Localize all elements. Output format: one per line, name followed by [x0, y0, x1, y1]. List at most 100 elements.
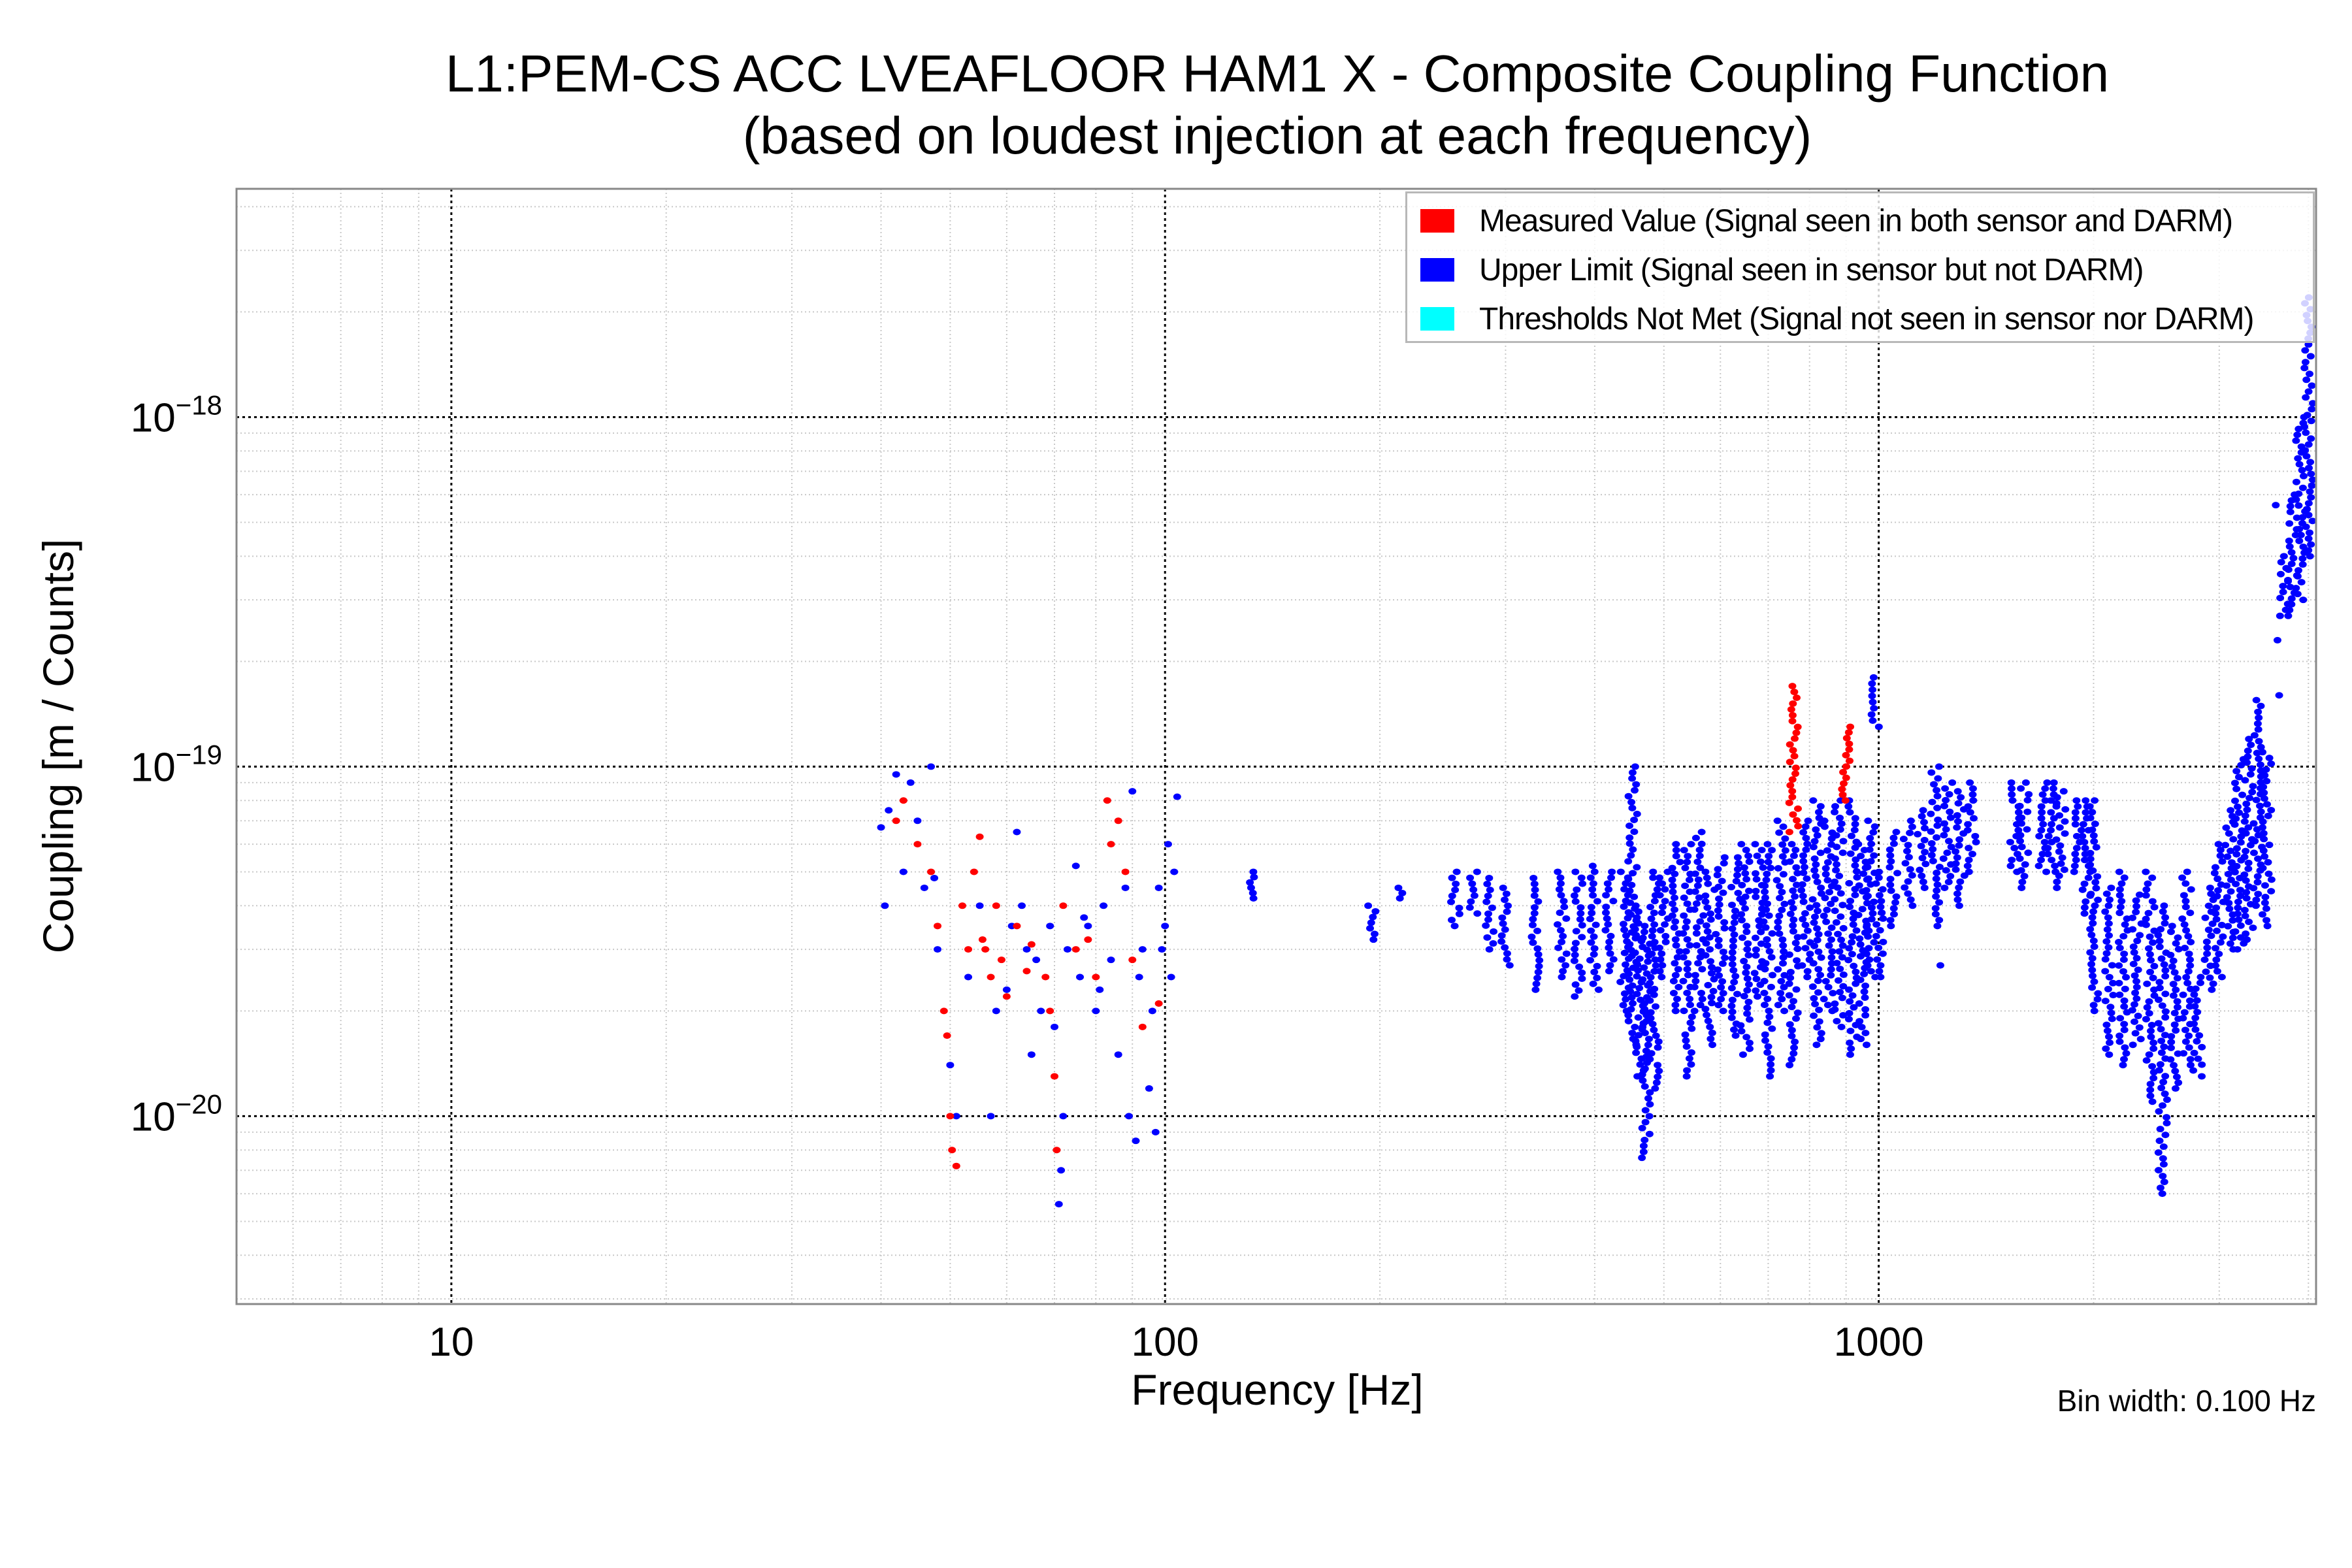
data-point: [1694, 960, 1703, 967]
data-point: [2245, 919, 2253, 926]
data-point: [2129, 943, 2138, 951]
data-point: [2161, 1132, 2170, 1139]
data-point: [2276, 570, 2285, 578]
data-point: [1594, 986, 1603, 993]
data-point: [1855, 882, 1863, 889]
data-point: [1680, 1007, 1688, 1015]
data-point: [2216, 846, 2225, 853]
data-point: [1823, 906, 1831, 913]
data-point: [1776, 883, 1784, 890]
data-point: [1786, 858, 1794, 865]
data-point: [2193, 997, 2201, 1004]
data-point: [1744, 952, 1753, 959]
data-point: [2085, 803, 2094, 810]
data-point: [1838, 994, 1846, 1002]
data-point: [2115, 868, 2123, 875]
data-point: [2155, 943, 2164, 951]
data-point: [1633, 990, 1641, 998]
data-point: [1756, 858, 1765, 866]
data-point: [2253, 720, 2262, 727]
data-point: [1761, 960, 1770, 967]
data-point: [2254, 726, 2262, 733]
data-point: [1733, 854, 1742, 861]
data-point: [1743, 946, 1752, 953]
data-point: [2101, 956, 2110, 963]
data-band: [1601, 868, 1618, 975]
data-point: [1781, 835, 1789, 842]
data-point: [1682, 924, 1690, 931]
data-point: [1679, 930, 1688, 937]
data-point: [1575, 987, 1583, 994]
data-point: [2215, 951, 2223, 958]
data-point: [2017, 820, 2025, 827]
data-point: [1781, 847, 1789, 854]
data-point: [2241, 777, 2249, 784]
data-point: [2115, 892, 2124, 899]
data-point: [2088, 966, 2097, 973]
data-point: [1670, 924, 1678, 931]
data-point: [2129, 914, 2137, 921]
data-point: [1639, 934, 1647, 941]
data-point: [2261, 882, 2269, 889]
data-point: [1768, 930, 1776, 937]
data-point: [1080, 914, 1088, 921]
data-point: [1842, 763, 1850, 770]
data-point: [1827, 924, 1836, 932]
data-point: [2037, 826, 2046, 834]
data-point: [1867, 840, 1876, 847]
data-point: [2304, 512, 2313, 519]
data-point: [2135, 1024, 2144, 1031]
data-point: [1100, 902, 1108, 909]
data-point: [1761, 966, 1769, 973]
data-point: [2287, 561, 2296, 568]
data-point: [2189, 1067, 2198, 1074]
data-point: [1799, 852, 1808, 859]
data-point: [1774, 966, 1782, 973]
data-point: [2157, 1049, 2166, 1056]
data-point: [2072, 857, 2080, 864]
data-point: [1953, 812, 1961, 819]
data-point: [2232, 815, 2240, 823]
data-point: [1737, 911, 1746, 918]
data-point: [1620, 903, 1628, 910]
data-point: [1855, 1018, 1864, 1025]
data-point: [1718, 960, 1727, 968]
data-point: [1728, 949, 1737, 956]
data-point: [1728, 1008, 1737, 1015]
data-point: [2262, 766, 2270, 773]
data-point: [1810, 994, 1818, 1002]
data-point: [2186, 1056, 2195, 1063]
data-point: [1706, 946, 1714, 953]
data-point: [2163, 1114, 2171, 1121]
data-point: [1602, 904, 1610, 911]
data-point: [1838, 902, 1847, 909]
data-point: [1484, 916, 1492, 923]
data-point: [1571, 981, 1580, 988]
data-point: [2135, 891, 2144, 898]
upper-limit-swatch-icon: [1420, 258, 1454, 282]
data-point: [1701, 892, 1710, 899]
data-point: [1934, 775, 1942, 782]
data-point: [1690, 983, 1699, 990]
data-point: [1622, 961, 1630, 968]
data-point: [1965, 857, 1973, 864]
data-point: [2021, 861, 2029, 868]
data-point: [2148, 898, 2157, 905]
data-point: [2086, 849, 2095, 857]
data-point: [2047, 797, 2055, 804]
data-point: [1933, 881, 1942, 889]
data-point: [1656, 968, 1664, 975]
y-axis-label: Coupling [m / Counts]: [34, 539, 82, 954]
data-point: [2037, 803, 2046, 810]
data-point: [1814, 948, 1823, 955]
data-point: [1590, 868, 1599, 875]
data-point: [1603, 915, 1611, 922]
data-point: [1940, 802, 1949, 809]
data-point: [2102, 1021, 2111, 1028]
data-point: [1787, 706, 1795, 713]
data-point: [2145, 945, 2153, 952]
data-point: [1452, 868, 1461, 875]
data-point: [2102, 890, 2111, 898]
data-band: [1927, 763, 1944, 930]
data-point: [1366, 924, 1375, 932]
